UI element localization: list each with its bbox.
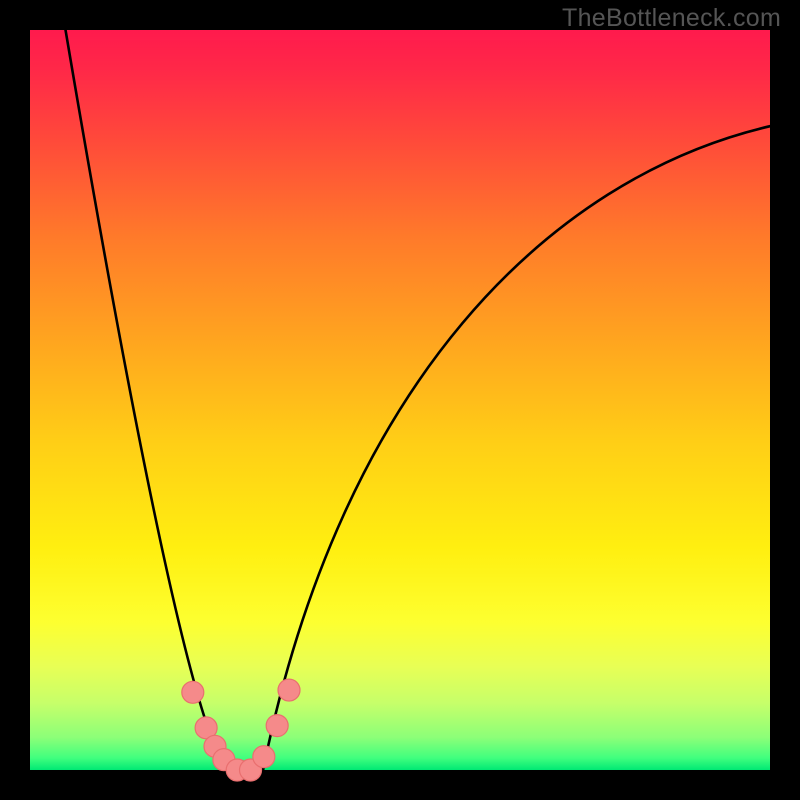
green-shelf: [30, 622, 770, 770]
plot-area: [30, 30, 770, 770]
watermark-text: TheBottleneck.com: [562, 4, 781, 33]
